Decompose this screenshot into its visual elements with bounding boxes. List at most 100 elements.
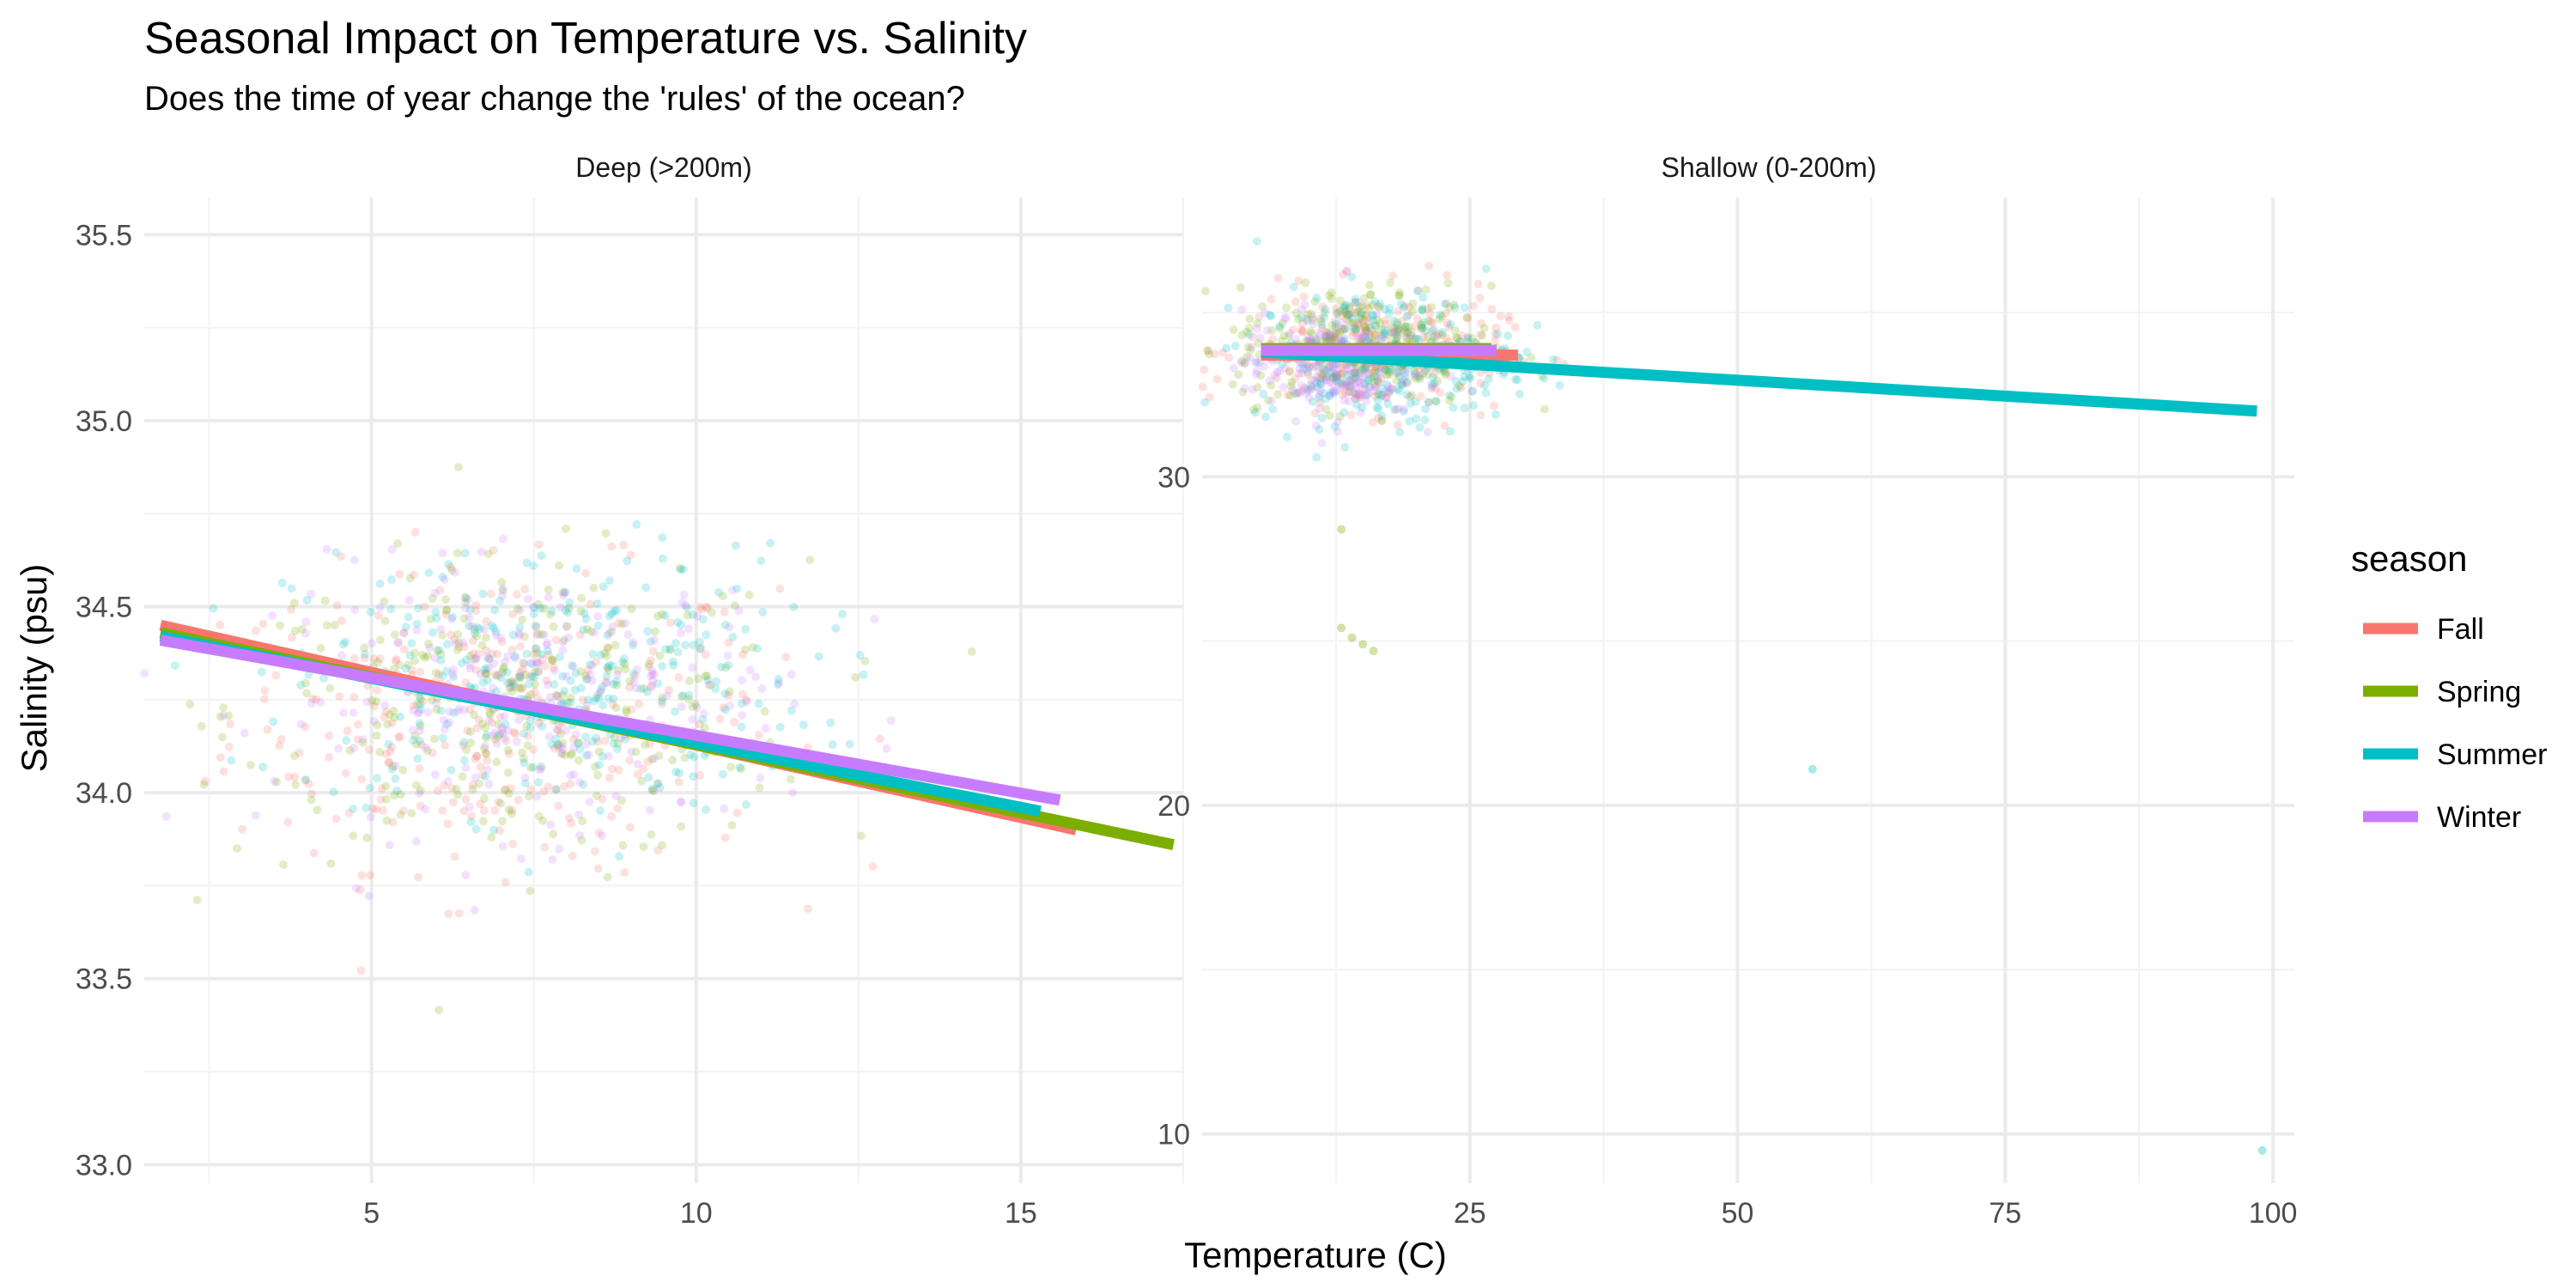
data-point-spring bbox=[432, 705, 441, 714]
data-point-winter bbox=[1260, 361, 1269, 371]
data-point-winter bbox=[413, 708, 422, 718]
data-point-summer bbox=[415, 691, 424, 701]
data-point-winter bbox=[459, 638, 468, 647]
data-point-winter bbox=[590, 628, 599, 637]
data-point-summer bbox=[412, 619, 422, 629]
data-point-winter bbox=[1317, 379, 1327, 388]
data-point-winter bbox=[593, 611, 603, 621]
data-point-spring bbox=[610, 732, 619, 742]
data-point-winter bbox=[632, 665, 641, 674]
data-point-winter bbox=[1411, 370, 1420, 379]
data-point-summer bbox=[1460, 372, 1469, 381]
data-point-summer bbox=[1510, 375, 1520, 384]
data-point-fall bbox=[1310, 409, 1320, 418]
data-point-spring bbox=[560, 635, 569, 645]
data-point-spring bbox=[683, 611, 692, 620]
data-point-summer bbox=[689, 641, 698, 650]
data-point-summer bbox=[568, 661, 576, 671]
legend-label-spring: Spring bbox=[2437, 676, 2521, 708]
data-point-summer bbox=[677, 620, 686, 629]
x-tick-label: 5 bbox=[363, 1197, 380, 1230]
data-point-summer bbox=[1377, 384, 1387, 393]
data-point-spring bbox=[1303, 360, 1312, 369]
data-point-fall bbox=[1272, 374, 1281, 383]
data-point-winter bbox=[1288, 386, 1297, 394]
data-point-spring bbox=[1325, 291, 1334, 301]
data-point-fall bbox=[355, 885, 365, 895]
data-point-fall bbox=[1205, 392, 1214, 402]
data-point-fall bbox=[368, 804, 378, 813]
data-point-fall bbox=[1475, 294, 1485, 303]
data-point-fall bbox=[532, 658, 541, 667]
data-point-spring bbox=[1284, 331, 1293, 341]
data-point-spring bbox=[618, 841, 628, 850]
data-point-winter bbox=[412, 626, 422, 635]
data-point-winter bbox=[572, 730, 581, 739]
data-point-summer bbox=[636, 684, 646, 694]
data-point-fall bbox=[1325, 362, 1334, 372]
data-point-fall bbox=[1462, 332, 1472, 342]
data-point-fall bbox=[386, 747, 395, 756]
data-point-winter bbox=[886, 716, 896, 726]
data-point-winter bbox=[140, 669, 149, 678]
data-point-summer bbox=[686, 750, 696, 759]
data-point-fall bbox=[584, 665, 593, 675]
data-point-spring bbox=[372, 731, 381, 740]
data-point-spring bbox=[1394, 288, 1404, 297]
data-point-spring bbox=[676, 563, 684, 573]
data-point-spring bbox=[602, 652, 611, 660]
data-point-winter bbox=[1325, 361, 1334, 371]
data-point-winter bbox=[532, 630, 541, 640]
data-point-fall bbox=[507, 784, 515, 793]
data-point-summer bbox=[673, 647, 683, 657]
data-point-fall bbox=[449, 798, 458, 807]
data-point-fall bbox=[505, 678, 514, 688]
data-point-winter bbox=[1353, 298, 1363, 307]
data-point-fall bbox=[433, 786, 442, 795]
data-point-summer bbox=[387, 575, 397, 584]
data-point-winter bbox=[1312, 372, 1321, 381]
data-point-fall bbox=[1374, 364, 1383, 374]
data-point-fall bbox=[696, 771, 705, 780]
data-point-spring bbox=[1395, 290, 1404, 300]
data-point-fall bbox=[1294, 276, 1303, 285]
data-point-fall bbox=[1382, 392, 1391, 402]
data-point-summer bbox=[592, 733, 601, 743]
data-point-winter bbox=[465, 664, 475, 673]
data-point-spring bbox=[1245, 314, 1255, 324]
data-point-winter bbox=[738, 711, 747, 720]
data-point-spring bbox=[423, 652, 433, 661]
data-point-fall bbox=[1477, 319, 1486, 328]
data-point-spring bbox=[1321, 372, 1331, 381]
data-point-winter bbox=[1297, 305, 1307, 314]
panel-deep-y-ticks: 33.033.534.034.535.035.5 bbox=[76, 219, 132, 1182]
data-point-summer bbox=[554, 739, 562, 749]
data-point-summer bbox=[520, 779, 530, 788]
data-point-winter bbox=[647, 671, 655, 680]
data-point-spring bbox=[411, 781, 421, 790]
data-point-spring bbox=[574, 756, 583, 765]
data-point-spring bbox=[1431, 397, 1441, 406]
data-point-spring bbox=[653, 611, 662, 621]
data-point-winter bbox=[726, 701, 735, 710]
data-point-fall bbox=[554, 743, 563, 752]
data-point-fall bbox=[1492, 323, 1501, 332]
data-point-summer bbox=[301, 775, 311, 784]
data-point-summer bbox=[342, 736, 351, 745]
data-point-winter bbox=[1333, 373, 1342, 382]
data-point-spring bbox=[462, 745, 471, 755]
data-point-summer bbox=[1555, 380, 1564, 390]
data-point-spring bbox=[373, 720, 382, 730]
data-point-fall bbox=[1414, 286, 1424, 295]
data-point-spring bbox=[1329, 336, 1339, 345]
data-point-spring bbox=[410, 656, 420, 665]
data-point-summer bbox=[1360, 332, 1370, 342]
data-point-summer bbox=[1351, 368, 1360, 378]
data-point-fall bbox=[1361, 322, 1370, 331]
data-point-summer bbox=[775, 722, 785, 732]
data-point-fall bbox=[1317, 323, 1327, 332]
data-point-spring bbox=[519, 754, 528, 763]
data-point-spring bbox=[313, 805, 322, 815]
data-point-summer bbox=[1370, 320, 1380, 330]
